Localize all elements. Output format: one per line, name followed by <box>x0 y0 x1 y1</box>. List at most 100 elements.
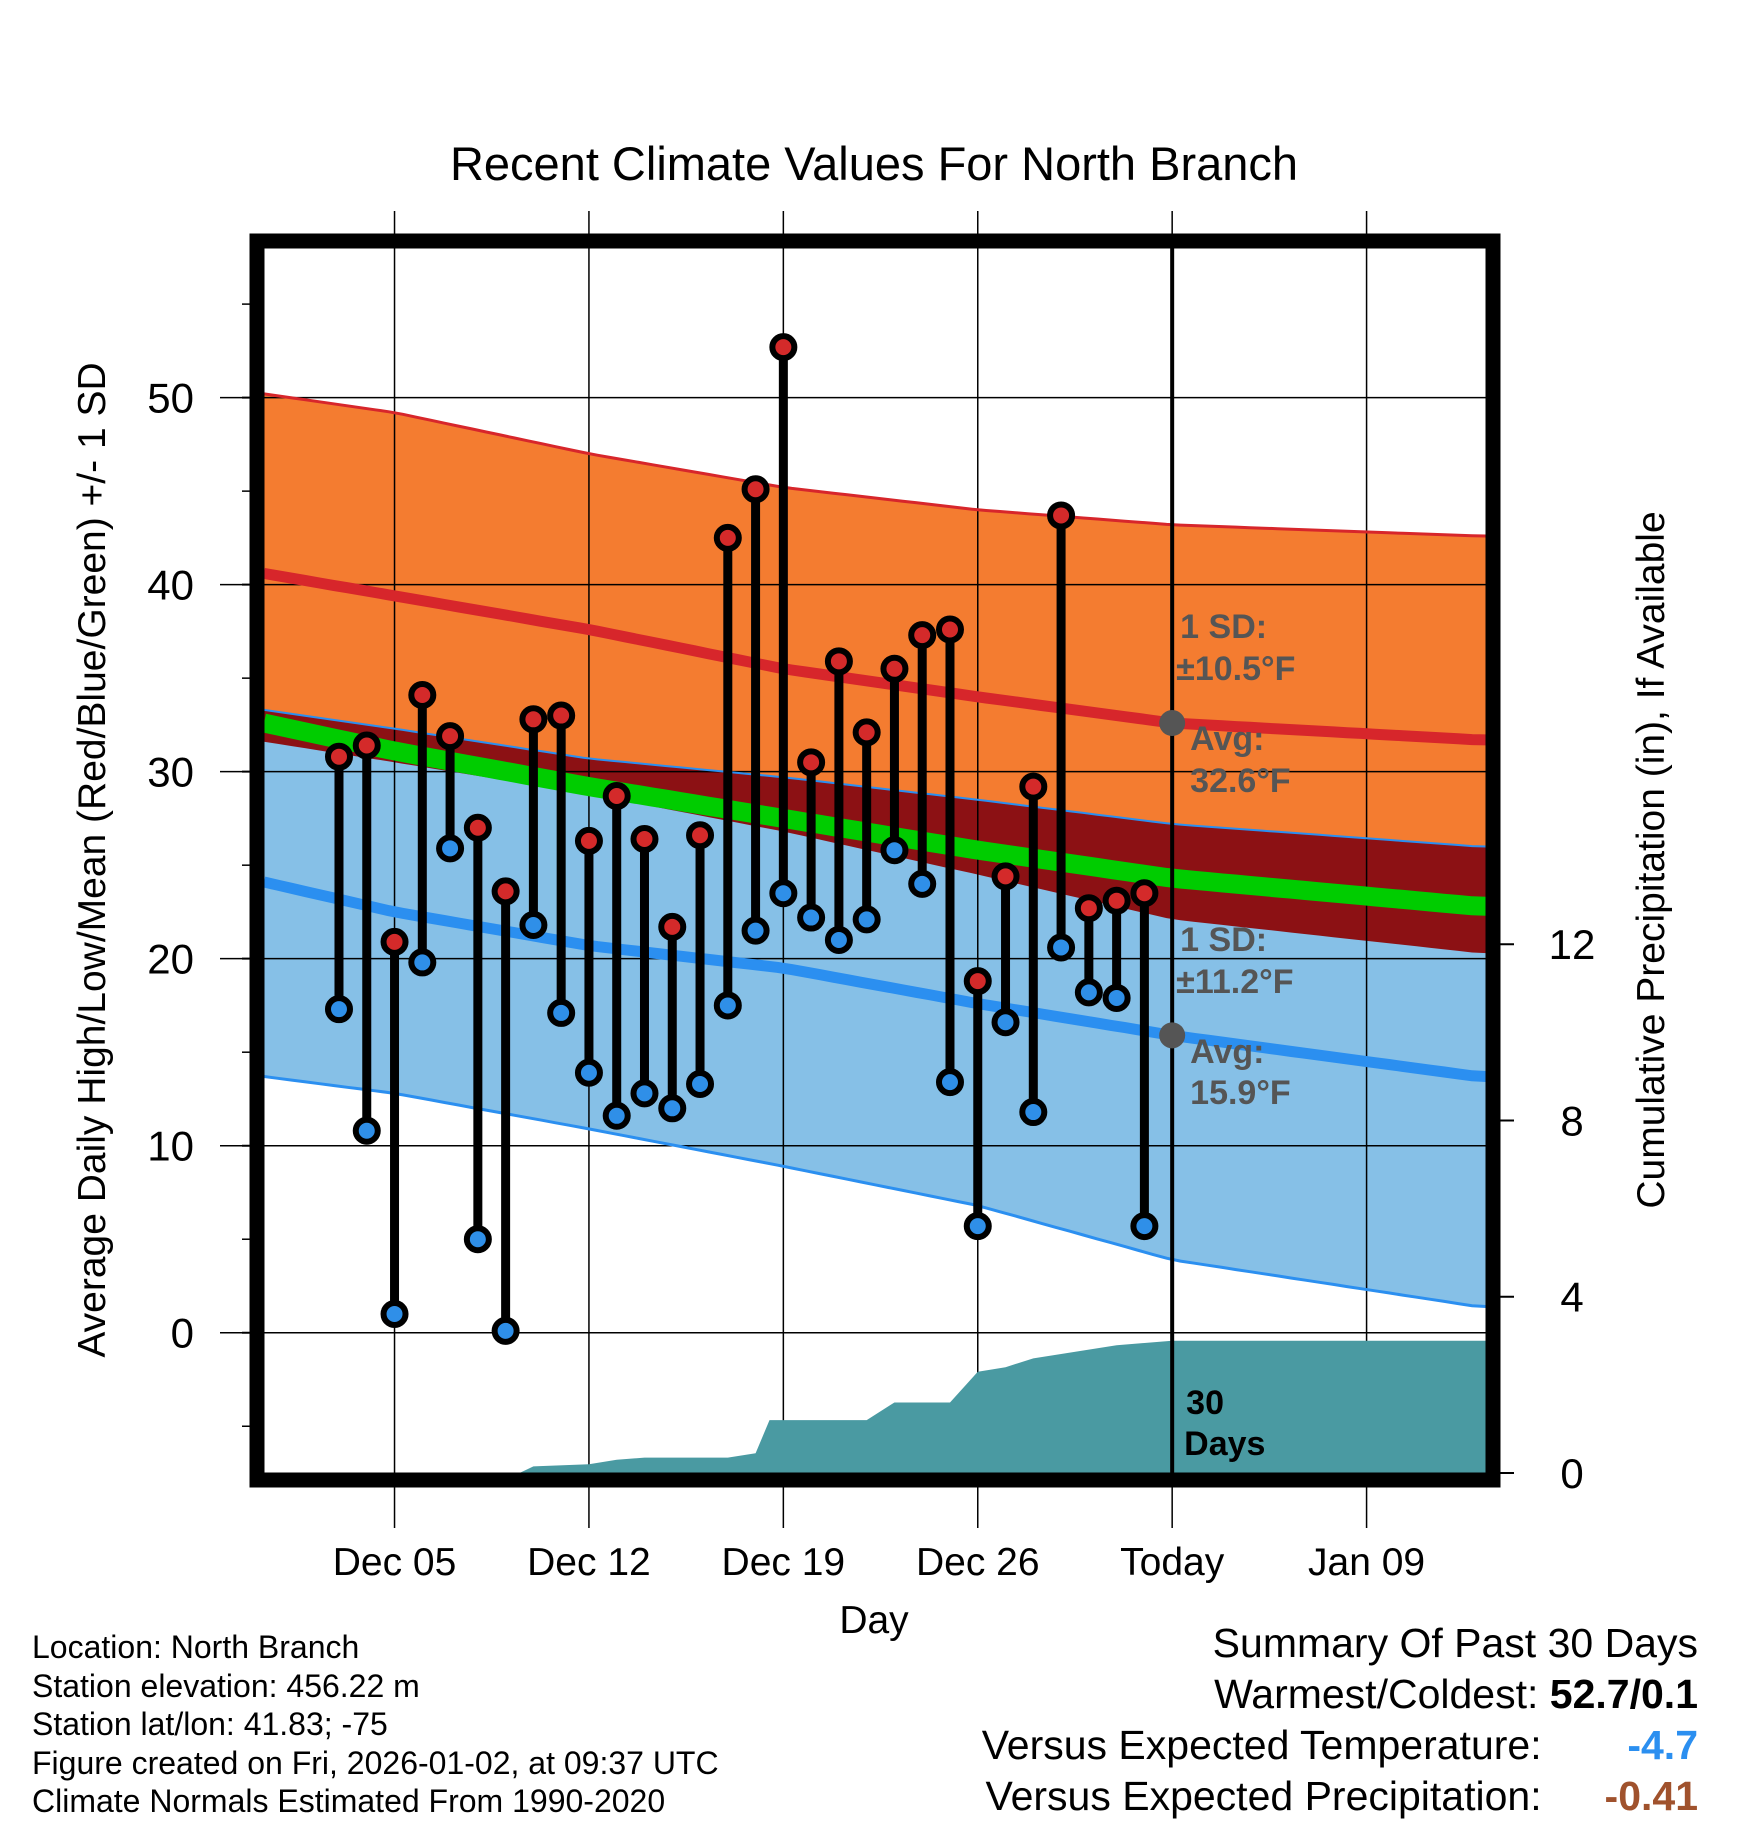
summary-precip-label: Versus Expected Precipitation: <box>985 1773 1542 1819</box>
x-axis-label: Day <box>839 1599 909 1642</box>
low-point <box>380 1300 409 1329</box>
low-point <box>658 1094 687 1123</box>
low-point <box>491 1316 520 1345</box>
low-point <box>686 1069 715 1098</box>
low-point <box>630 1079 659 1108</box>
low-avg-label: Avg: <box>1190 1033 1264 1071</box>
summary-panel: Summary Of Past 30 Days Warmest/Coldest:… <box>982 1618 1698 1822</box>
low-point <box>769 879 798 908</box>
high-point <box>574 826 603 855</box>
high-point <box>991 862 1020 891</box>
high-point <box>602 781 631 810</box>
low-point <box>574 1058 603 1087</box>
low-point <box>1074 978 1103 1007</box>
precip-area <box>264 1340 1486 1473</box>
high-avg-label: Avg: <box>1190 720 1264 758</box>
y-tick-label: 50 <box>147 375 194 422</box>
y-tick-label: 20 <box>147 936 194 983</box>
y-tick-label: 30 <box>147 749 194 796</box>
high-point <box>436 722 465 751</box>
low-point <box>463 1225 492 1254</box>
high-avg-value: 32.6°F <box>1190 762 1291 800</box>
low-lower-line <box>264 1075 1486 1308</box>
y2-tick-label: 12 <box>1549 921 1596 968</box>
low-point <box>436 834 465 863</box>
low-avg-dot <box>1159 1022 1186 1049</box>
high-point <box>713 523 742 552</box>
y-tick-label: 40 <box>147 562 194 609</box>
y2-tick-label: 4 <box>1560 1274 1583 1321</box>
high-point <box>741 475 770 504</box>
y-axis-label: Average Daily High/Low/Mean (Red/Blue/Gr… <box>71 362 114 1357</box>
summary-warmest-label: Warmest/Coldest: <box>1214 1671 1539 1717</box>
x-tick-label: Dec 26 <box>916 1541 1040 1584</box>
low-point <box>963 1212 992 1241</box>
low-point <box>1047 933 1076 962</box>
high-point <box>1074 894 1103 923</box>
x-tick-label: Today <box>1120 1541 1225 1584</box>
normal-bands <box>264 393 1486 1307</box>
low-point <box>991 1008 1020 1037</box>
info-elevation: Station elevation: 456.22 m <box>32 1667 420 1704</box>
high-point <box>408 680 437 709</box>
high-point <box>935 615 964 644</box>
low-point <box>713 991 742 1020</box>
today-label-count: 30 <box>1186 1384 1224 1422</box>
mean-line <box>264 713 1486 916</box>
high-avg-dot <box>1159 710 1186 737</box>
low-upper-line <box>264 708 1486 848</box>
low-sd-value: ±11.2°F <box>1176 963 1293 1001</box>
plot-frame <box>249 233 1501 1488</box>
high-point <box>1102 886 1131 915</box>
high-point <box>880 654 909 683</box>
axes-layer: 0 10 20 30 40 50 0 4 8 12 Dec 05 Dec 12 Dec 19 Dec 26… <box>147 303 1596 1584</box>
x-tick-label: Jan 09 <box>1308 1541 1425 1584</box>
summary-temp-value: -4.7 <box>1627 1722 1698 1768</box>
low-point <box>352 1116 381 1145</box>
low-point <box>547 998 576 1027</box>
high-sd-value: ±10.5°F <box>1176 650 1295 688</box>
low-point <box>408 948 437 977</box>
low-point <box>908 869 937 898</box>
low-mean-line <box>264 876 1486 1082</box>
summary-warmest-row: Warmest/Coldest: 52.7/0.1 <box>982 1669 1698 1720</box>
high-point <box>658 912 687 941</box>
high-point <box>1130 879 1159 908</box>
high-point <box>630 824 659 853</box>
low-point <box>1019 1098 1048 1127</box>
today-label-unit: Days <box>1184 1425 1265 1463</box>
warmest-value: 52.7 <box>1549 1671 1630 1717</box>
high-point <box>491 877 520 906</box>
y2-axis-label: Cumulative Precipitation (in), If Availa… <box>1630 511 1673 1208</box>
high-point <box>963 967 992 996</box>
high-point <box>852 718 881 747</box>
chart-title: Recent Climate Values For North Branch <box>450 137 1298 190</box>
x-tick-label: Dec 12 <box>527 1541 651 1584</box>
station-info: Location: North Branch Station elevation… <box>32 1628 719 1821</box>
low-point <box>797 903 826 932</box>
summary-temp-label: Versus Expected Temperature: <box>981 1722 1542 1768</box>
summary-warmest-value: 52.7/0.1 <box>1549 1671 1698 1717</box>
x-tick-label: Dec 19 <box>722 1541 846 1584</box>
info-normals: Climate Normals Estimated From 1990-2020 <box>32 1783 666 1819</box>
coldest-value: 0.1 <box>1641 1671 1698 1717</box>
low-point <box>852 905 881 934</box>
summary-title: Summary Of Past 30 Days <box>1212 1620 1698 1666</box>
summary-precip-row: Versus Expected Precipitation: -0.41 <box>982 1771 1699 1822</box>
y-tick-label: 0 <box>171 1310 194 1357</box>
summary-temp-row: Versus Expected Temperature: -4.7 <box>982 1720 1698 1771</box>
info-latlon: Station lat/lon: 41.83; -75 <box>32 1706 388 1742</box>
low-sd-label: 1 SD: <box>1180 921 1267 959</box>
high-point <box>1047 501 1076 530</box>
y2-tick-label: 0 <box>1560 1450 1583 1497</box>
high-mean-line <box>264 567 1486 746</box>
low-avg-value: 15.9°F <box>1190 1074 1291 1112</box>
low-point <box>935 1068 964 1097</box>
high-point <box>769 333 798 362</box>
precip-layer <box>264 1340 1486 1473</box>
low-point <box>324 995 353 1024</box>
low-point <box>880 836 909 865</box>
normal-lines <box>264 392 1486 1308</box>
